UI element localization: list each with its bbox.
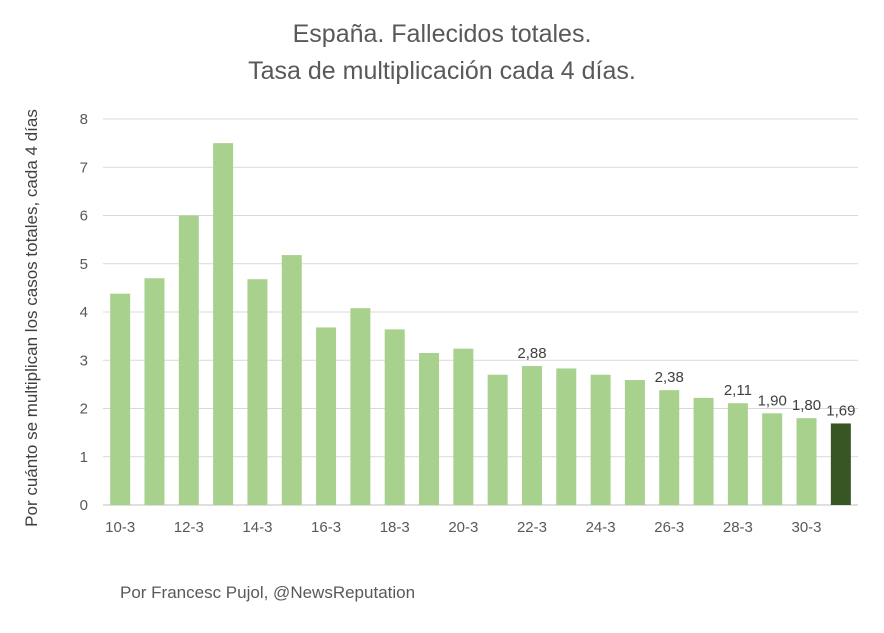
bar (590, 374, 611, 505)
x-tick-label: 28-3 (723, 519, 753, 536)
bar (796, 418, 817, 505)
y-tick-label: 3 (80, 352, 88, 369)
x-tick-label: 24-3 (586, 519, 616, 536)
data-label: 1,80 (792, 397, 821, 414)
bar (727, 403, 748, 505)
bar (316, 327, 337, 505)
y-tick-label: 1 (80, 449, 88, 466)
y-axis-label: Por cuánto se multiplican los casos tota… (22, 109, 41, 527)
bar (213, 143, 234, 505)
data-label: 1,90 (758, 392, 787, 409)
x-tick-label: 20-3 (448, 519, 478, 536)
y-tick-label: 7 (80, 159, 88, 176)
bar (178, 215, 199, 505)
data-label: 2,88 (517, 345, 546, 362)
bar (144, 278, 165, 505)
bar (556, 368, 577, 505)
x-tick-label: 30-3 (792, 519, 822, 536)
y-tick-label: 4 (80, 304, 88, 321)
data-label: 2,38 (655, 369, 684, 386)
x-tick-label: 22-3 (517, 519, 547, 536)
x-tick-label: 26-3 (654, 519, 684, 536)
bar (247, 279, 268, 505)
bar (487, 374, 508, 505)
x-tick-label: 10-3 (105, 519, 135, 536)
data-label: 2,11 (724, 382, 752, 399)
bar (384, 329, 405, 505)
bar (624, 380, 645, 505)
x-tick-label: 12-3 (174, 519, 204, 536)
y-tick-label: 8 (80, 111, 88, 128)
x-tick-label: 18-3 (380, 519, 410, 536)
bar (521, 366, 542, 505)
data-label: 1,69 (826, 402, 855, 419)
footer-credit: Por Francesc Pujol, @NewsReputation (120, 583, 416, 602)
x-tick-label: 14-3 (242, 519, 272, 536)
y-tick-label: 2 (80, 401, 88, 418)
bar (693, 397, 714, 505)
bar (762, 413, 783, 505)
bar (281, 255, 302, 505)
bar (110, 293, 131, 505)
chart-title: España. Fallecidos totales. (292, 20, 592, 48)
bar (830, 423, 851, 505)
chart-subtitle: Tasa de multiplicación cada 4 días. (248, 57, 636, 85)
y-tick-label: 0 (80, 497, 88, 514)
y-tick-label: 5 (80, 256, 88, 273)
x-tick-label: 16-3 (311, 519, 341, 536)
bar (659, 390, 680, 505)
y-tick-label: 6 (80, 208, 88, 225)
bar (419, 353, 440, 505)
bar (350, 308, 371, 505)
bar (453, 348, 474, 505)
